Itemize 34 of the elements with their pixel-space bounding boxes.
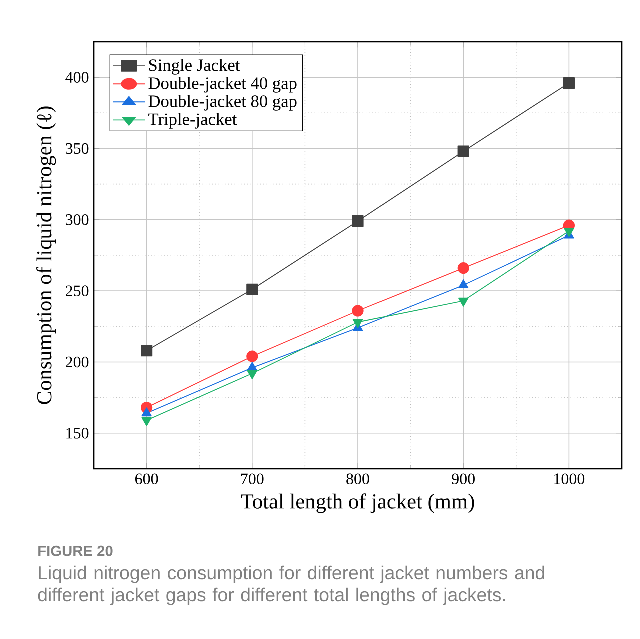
point	[142, 417, 152, 426]
point	[352, 319, 364, 328]
y-tick-label: 200	[66, 356, 89, 368]
x-tick-label: 1000	[554, 474, 585, 484]
point	[247, 370, 258, 380]
point	[458, 262, 470, 274]
point	[458, 146, 470, 158]
point	[563, 77, 575, 90]
y-tick-label: 400	[66, 72, 89, 83]
x-tick-label: 900	[452, 474, 475, 484]
y-axis-title: Consumption of liquid nitrogen (ℓ)	[36, 106, 56, 404]
x-tick-label: 800	[346, 474, 370, 484]
y-tick-label: 250	[66, 286, 89, 296]
caption: FIGURE 20	[38, 546, 113, 556]
point	[458, 298, 469, 307]
point	[352, 216, 364, 228]
point	[247, 362, 258, 372]
point	[352, 305, 364, 317]
text: Liquid nitrogen consumption for different jacket numbers and different jacket gaps for different total lengths of jackets.	[38, 566, 544, 606]
point	[142, 408, 152, 417]
point	[246, 284, 258, 296]
legend-label: Double-jacket 40 gap	[148, 77, 297, 93]
y-tick-label: 300	[66, 214, 89, 226]
x-tick-label: 600	[135, 474, 158, 484]
point	[141, 345, 153, 357]
x-tick-label: 700	[241, 474, 264, 484]
legend-label: Triple-jacket	[148, 113, 238, 129]
y-tick-label: 150	[66, 428, 89, 439]
legend-label: Double-jacket 80 gap	[148, 95, 297, 111]
x-axis-title: Total length of jacket (mm)	[241, 494, 474, 514]
y-tick-label: 350	[66, 143, 89, 154]
legend-label: Single Jacket	[149, 59, 240, 75]
point	[458, 280, 469, 289]
point	[246, 350, 258, 362]
